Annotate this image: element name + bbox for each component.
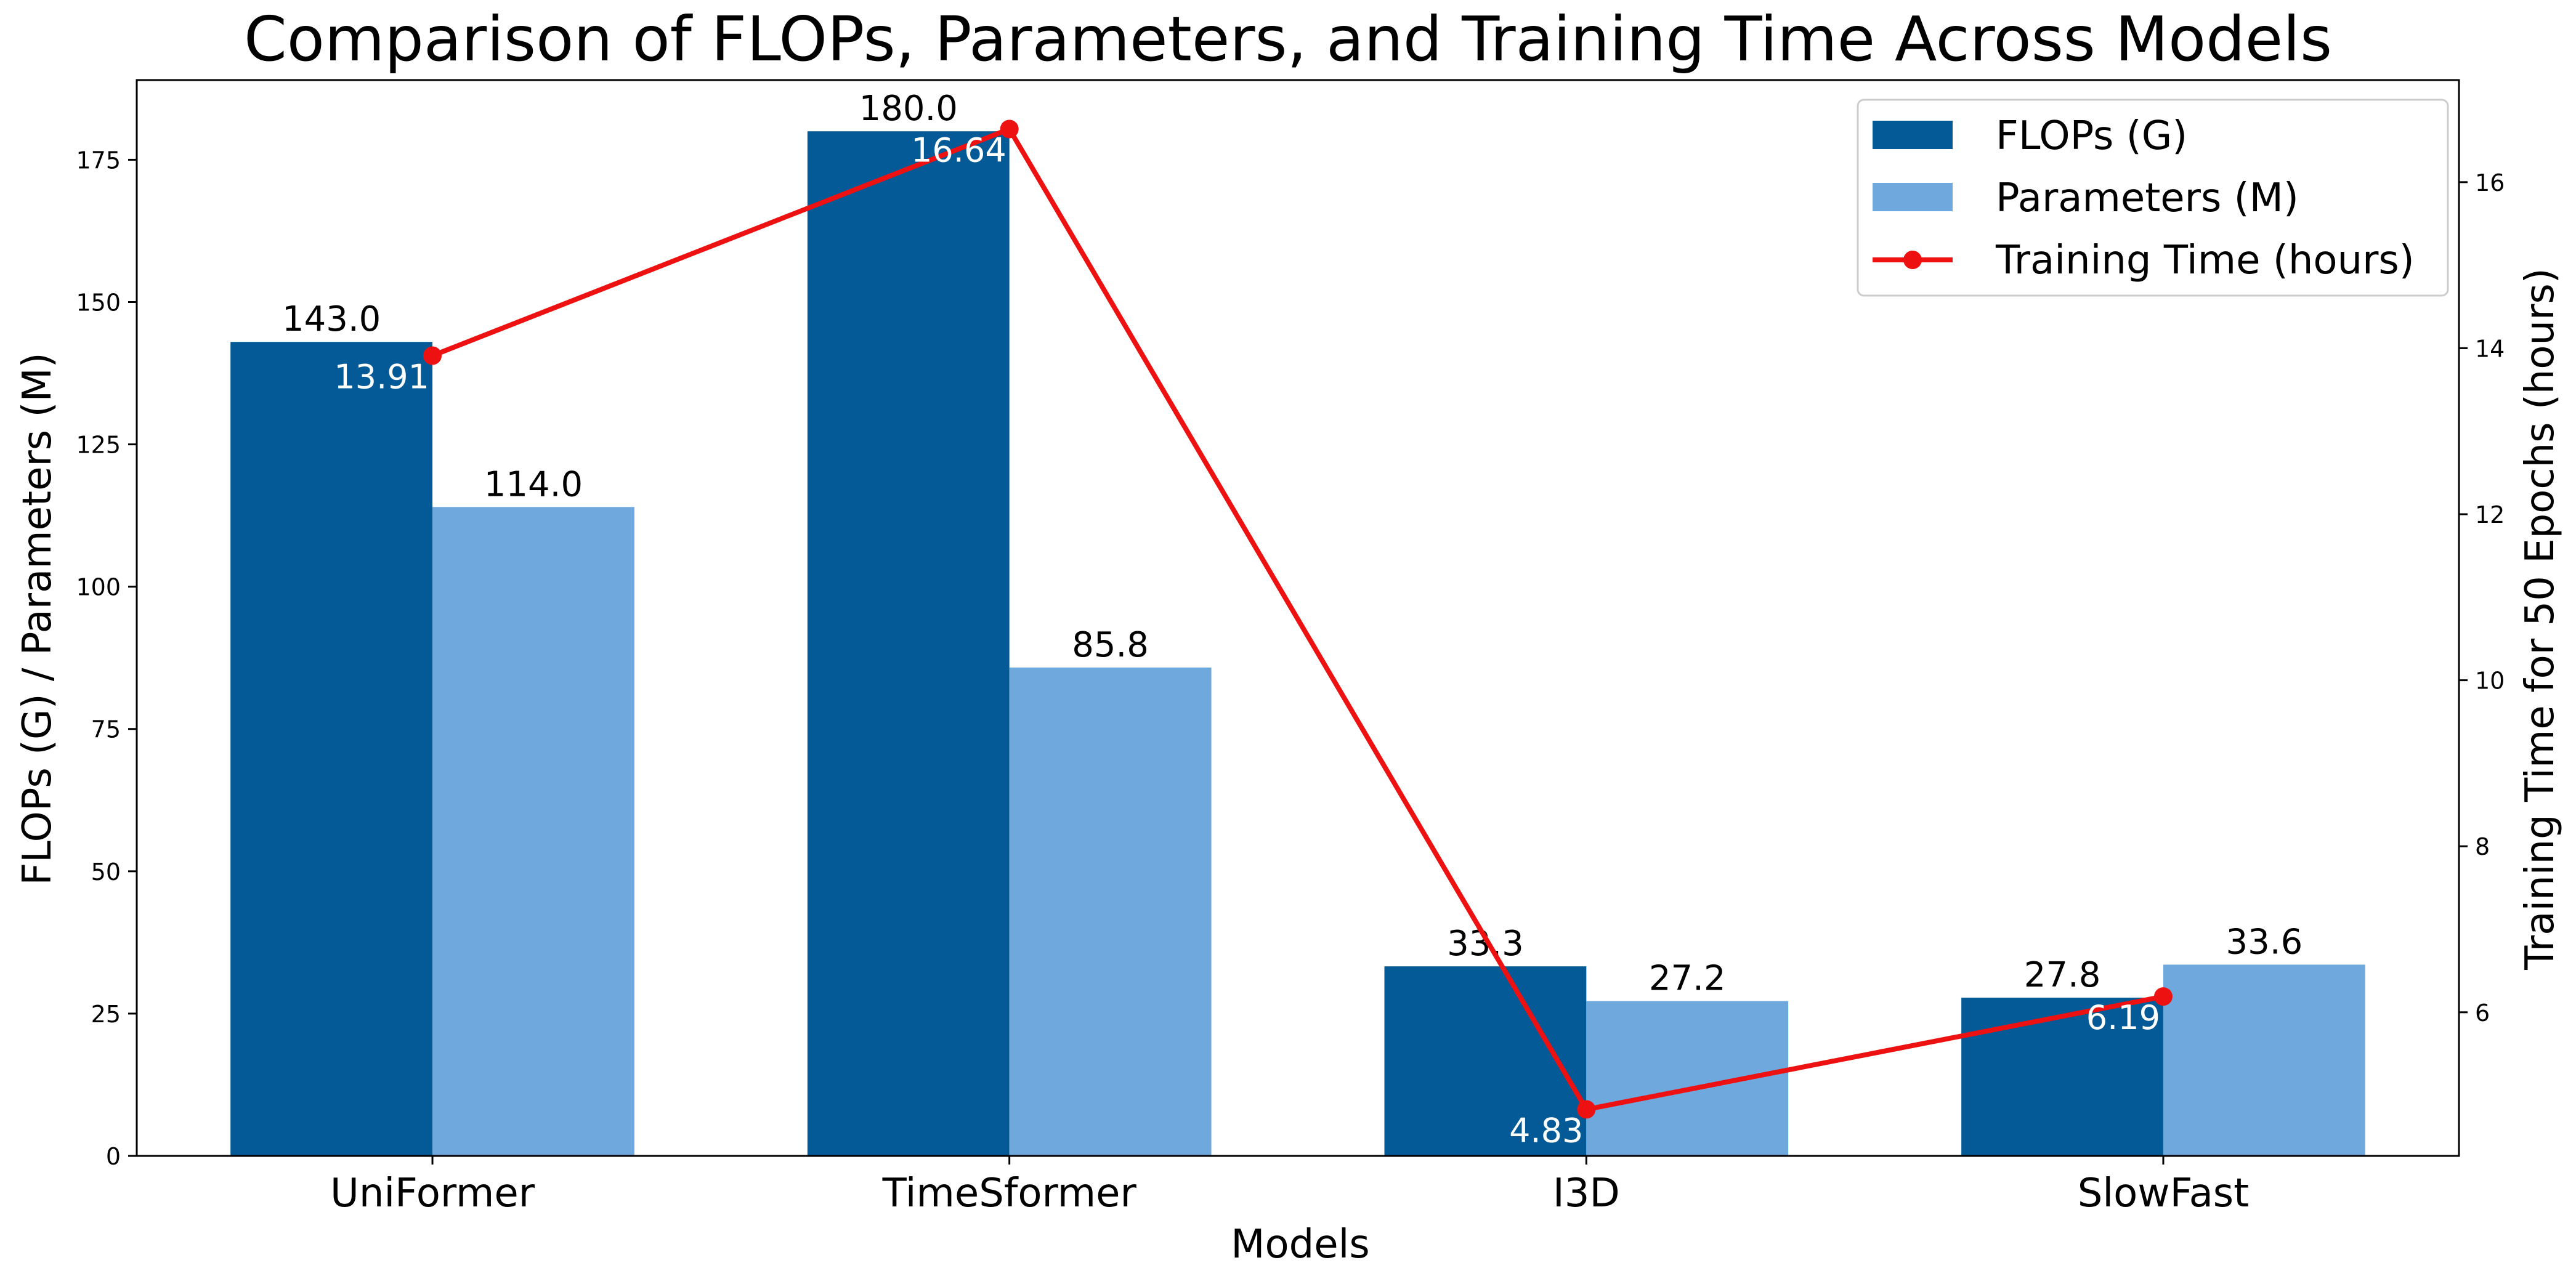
x-tick-label: SlowFast	[2078, 1171, 2250, 1216]
training-time-marker	[1577, 1100, 1596, 1119]
y2-axis-label: Training Time for 50 Epochs (hours)	[2517, 268, 2563, 971]
bar-value-label: 33.6	[2226, 922, 2303, 962]
bar-flops-slowfast	[1961, 998, 2163, 1156]
y-tick-label: 0	[106, 1143, 121, 1170]
x-tick-label: TimeSformer	[882, 1171, 1137, 1216]
training-time-label: 13.91	[334, 358, 429, 397]
legend-marker	[1903, 251, 1922, 269]
bar-value-label: 27.2	[1649, 959, 1726, 999]
y-axis-label: FLOPs (G) / Parameters (M)	[15, 352, 60, 885]
training-time-marker	[2153, 987, 2173, 1006]
bar-value-label: 114.0	[484, 464, 583, 504]
y-tick-label: 25	[91, 1001, 121, 1028]
bar-params-timesformer	[1009, 667, 1212, 1156]
bar-value-label: 85.8	[1072, 625, 1149, 665]
legend-box	[1857, 99, 2449, 297]
y-tick-label: 175	[76, 147, 121, 174]
chart-title: Comparison of FLOPs, Parameters, and Tra…	[244, 3, 2332, 75]
bar-flops-i3d	[1384, 966, 1587, 1156]
legend-label: Training Time (hours)	[1995, 238, 2415, 283]
y2-tick-label: 14	[2475, 335, 2505, 362]
y-tick-label: 150	[76, 289, 121, 316]
bar-value-label: 33.3	[1447, 924, 1524, 964]
training-time-label: 4.83	[1509, 1112, 1583, 1150]
bar-value-label: 27.8	[2024, 955, 2101, 995]
legend-label: FLOPs (G)	[1996, 113, 2187, 159]
x-axis-label: Models	[1231, 1222, 1370, 1267]
bar-params-uniformer	[432, 507, 634, 1157]
legend-label: Parameters (M)	[1996, 176, 2299, 221]
bar-flops-uniformer	[230, 342, 433, 1156]
training-time-marker	[1000, 119, 1019, 139]
bar-value-label: 180.0	[859, 89, 958, 129]
y-tick-label: 100	[76, 574, 121, 601]
plot-frame	[136, 79, 2460, 1157]
x-tick-label: I3D	[1553, 1171, 1620, 1216]
y-tick-label: 50	[91, 858, 121, 886]
legend-swatch	[1873, 183, 1953, 211]
legend: FLOPs (G) Parameters (M) Training Time (ho…	[1857, 99, 2449, 297]
training-time-label: 16.64	[911, 131, 1007, 170]
training-time-label: 6.19	[2086, 998, 2160, 1037]
y2-tick-label: 6	[2475, 999, 2490, 1027]
bar-params-i3d	[1586, 1001, 1789, 1156]
y2-tick-label: 12	[2475, 501, 2505, 528]
x-tick-label: UniFormer	[330, 1171, 535, 1216]
bar-params-slowfast	[2163, 964, 2365, 1156]
bar-value-label: 143.0	[282, 299, 381, 339]
bar-flops-timesformer	[807, 131, 1010, 1157]
y-tick-label: 75	[91, 716, 121, 743]
y-tick-label: 125	[76, 432, 121, 459]
legend-swatch	[1873, 121, 1953, 149]
training-time-line	[431, 126, 2164, 1112]
y2-tick-label: 16	[2475, 169, 2505, 196]
y2-tick-label: 8	[2475, 833, 2490, 860]
training-time-marker	[423, 346, 442, 365]
y2-tick-label: 10	[2475, 668, 2505, 695]
plot-area: 143.0 180.0 33.3 27.8 114.0 85.8 27.2 33.6 13.91…	[76, 79, 2505, 1216]
